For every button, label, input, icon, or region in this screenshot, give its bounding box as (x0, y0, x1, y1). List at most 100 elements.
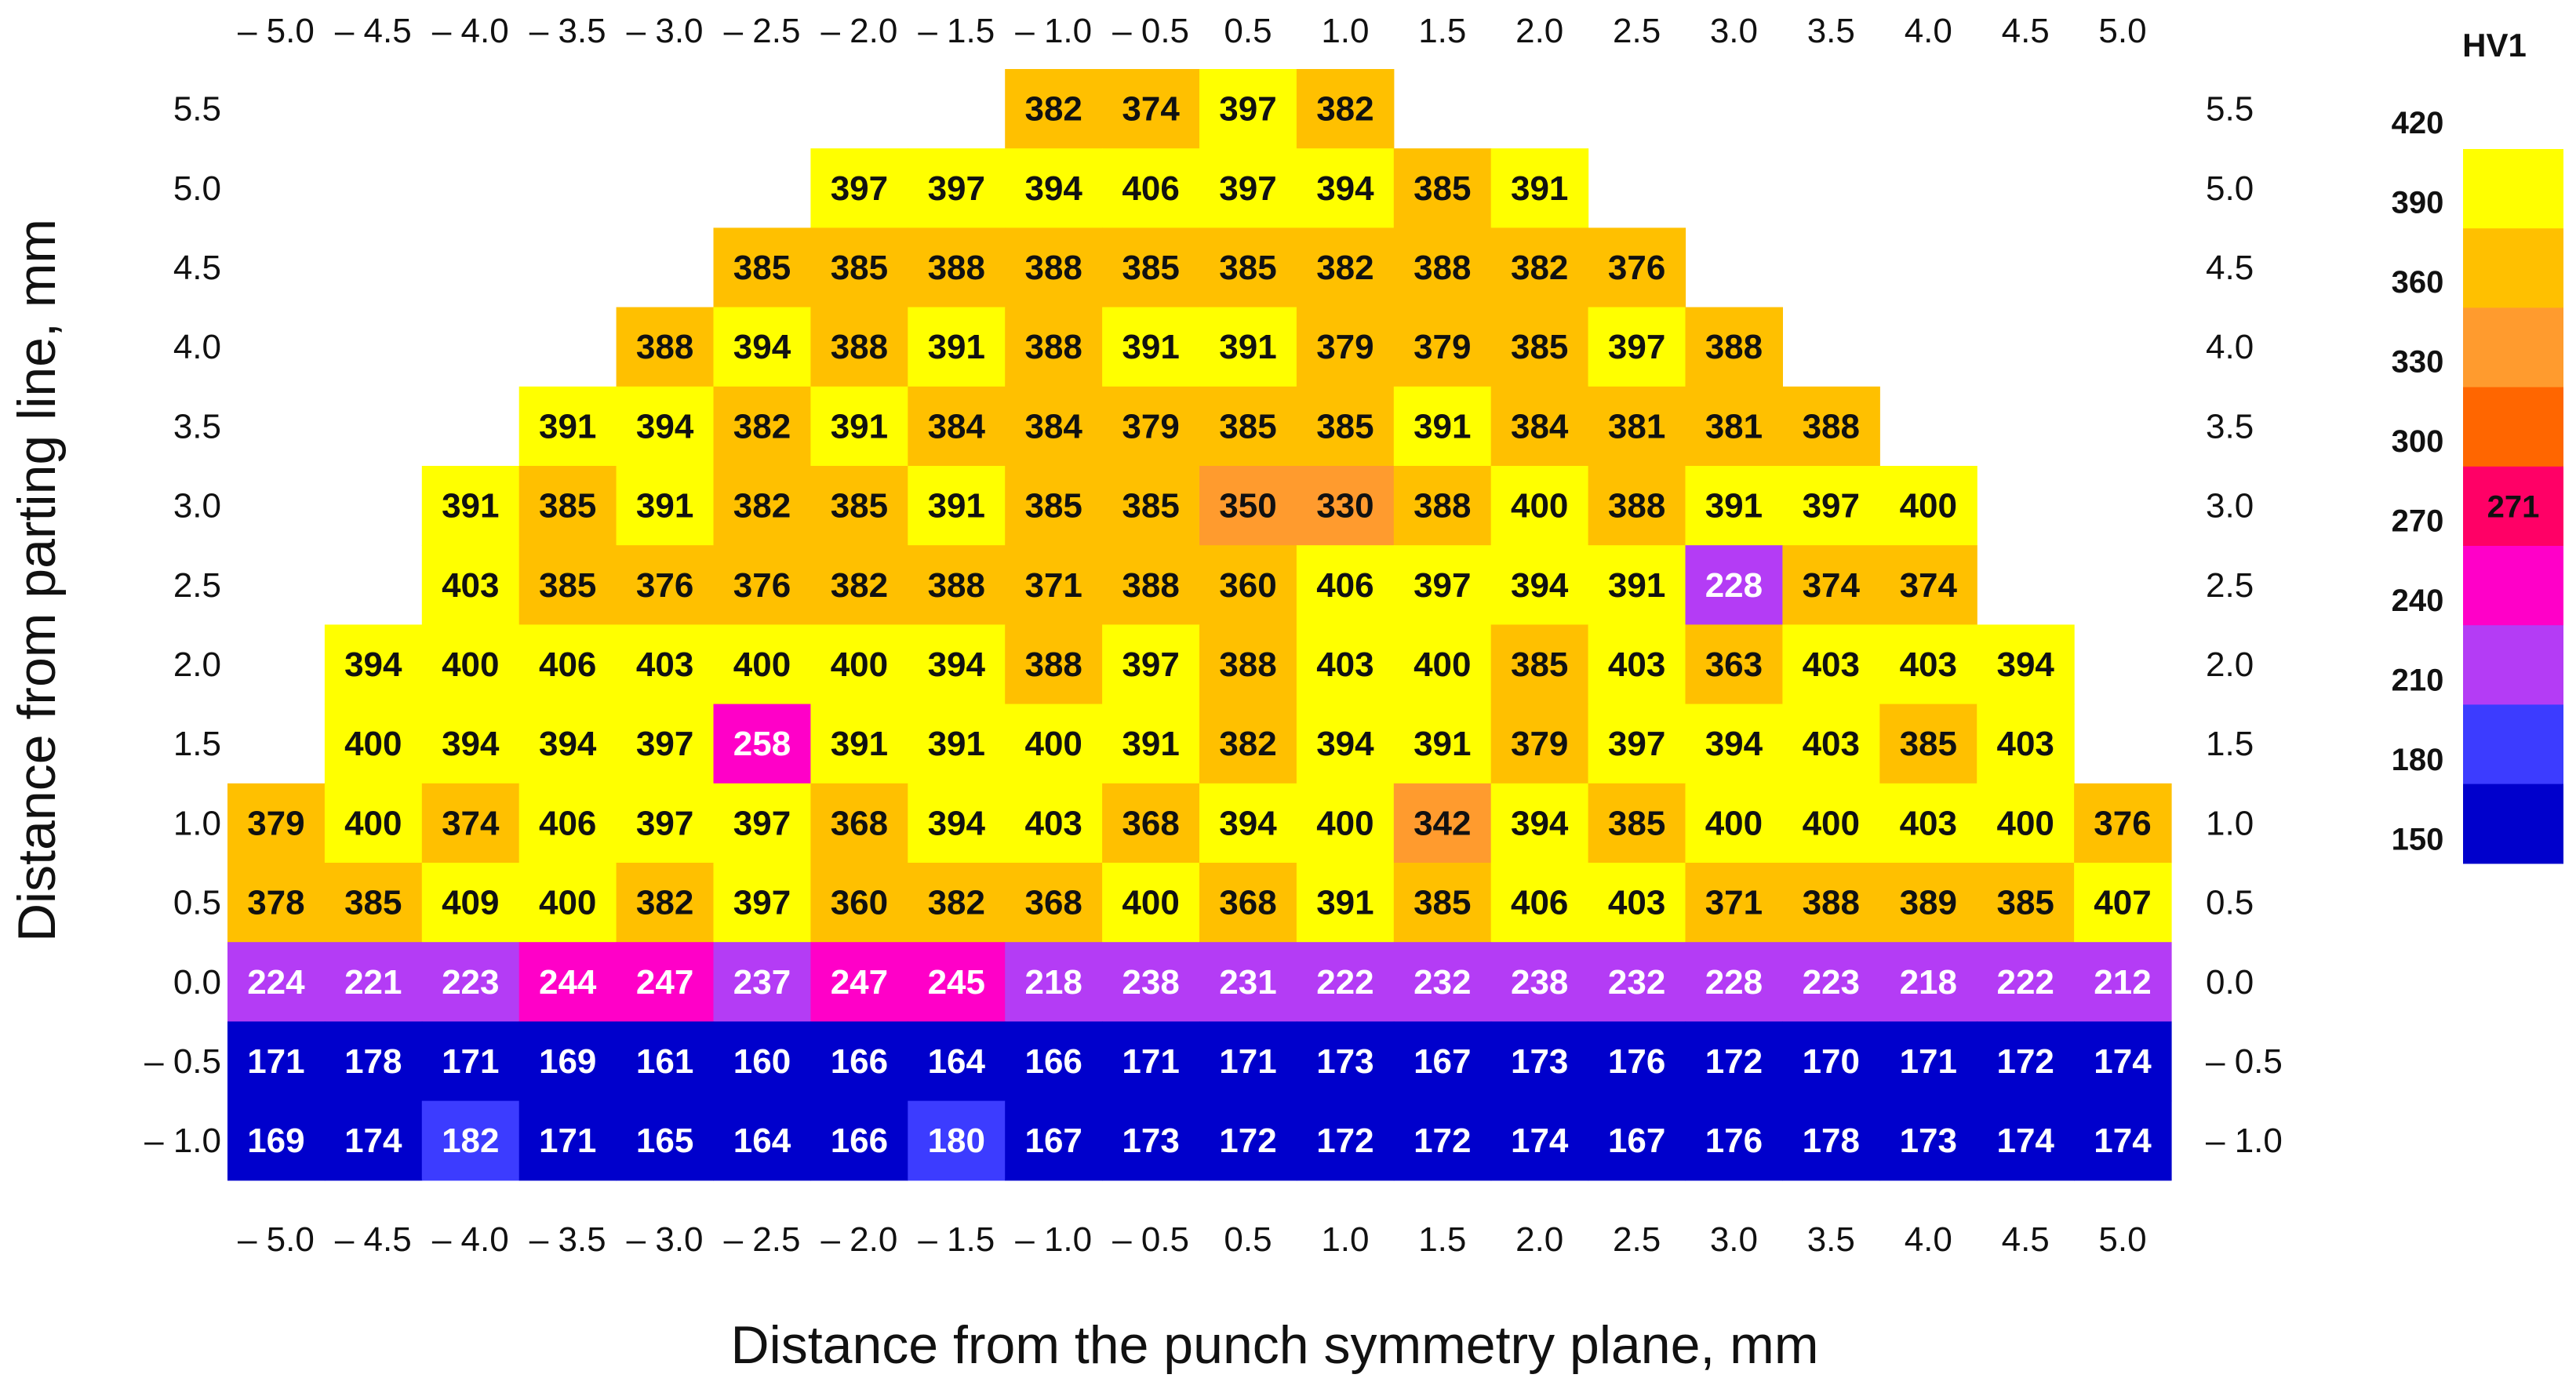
y-tick-label-left: 5.0 (173, 169, 221, 208)
heatmap-cell-label: 368 (1219, 884, 1276, 922)
heatmap-cell (518, 942, 617, 1022)
y-tick-label-left: 3.0 (173, 487, 221, 525)
heatmap-cell-label: 406 (539, 804, 596, 842)
heatmap-cell (1102, 386, 1200, 467)
heatmap-cell-label: 388 (1024, 328, 1082, 366)
colorbar-bin (2463, 546, 2563, 626)
heatmap-cell (713, 386, 811, 467)
heatmap-cell (1685, 942, 1783, 1022)
heatmap-cell-label: 171 (247, 1042, 304, 1081)
y-tick-label-left: 4.0 (173, 328, 221, 366)
heatmap-cell-label: 363 (1705, 645, 1763, 684)
x-axis-ticks-bottom: – 5.0 – 4.5 – 4.0 – 3.5 – 3.0 – 2.5 – 2.0 – 1.5… (238, 1220, 2147, 1259)
heatmap-cell (1588, 545, 1686, 625)
heatmap-cell (810, 307, 908, 387)
heatmap-cell-label: 173 (1122, 1122, 1179, 1160)
heatmap-cell-label: 384 (1024, 407, 1082, 445)
heatmap-cell-label: 403 (442, 566, 499, 605)
y-tick-label-right: 4.5 (2206, 249, 2254, 287)
heatmap-cell (1879, 1021, 1977, 1102)
heatmap-cell-label: 173 (1316, 1042, 1374, 1081)
heatmap-cell (908, 545, 1006, 625)
heatmap-cell-label: 382 (636, 884, 693, 922)
heatmap-cell-label: 403 (1803, 725, 1860, 763)
heatmap-cell (1199, 466, 1297, 546)
heatmap-cell-label: 385 (733, 249, 791, 287)
heatmap-cell-label: 360 (1219, 566, 1276, 605)
heatmap-cell-label: 403 (1803, 645, 1860, 684)
heatmap-cell-label: 247 (636, 963, 693, 1002)
heatmap-cell-label: 394 (636, 407, 694, 445)
colorbar-bin (2463, 149, 2563, 229)
heatmap-cell-label: 394 (733, 328, 791, 366)
heatmap-cell (1977, 1021, 2075, 1102)
heatmap-cell (1977, 863, 2075, 943)
x-tick-label-bottom: – 4.5 (335, 1220, 412, 1259)
heatmap-cell-label: 231 (1219, 963, 1276, 1002)
heatmap-cell-label: 178 (1803, 1122, 1860, 1160)
heatmap-cell-label: 371 (1705, 884, 1763, 922)
heatmap-cell-label: 397 (733, 884, 791, 922)
heatmap-cell-label: 388 (831, 328, 888, 366)
heatmap-cell (324, 704, 423, 784)
y-tick-label-left: 3.5 (173, 407, 221, 445)
heatmap-cell (713, 545, 811, 625)
x-tick-label-bottom: 2.5 (1613, 1220, 1661, 1259)
heatmap-cell-label: 391 (1219, 328, 1276, 366)
heatmap-cell (227, 863, 326, 943)
colorbar-bin (2463, 307, 2563, 388)
x-tick-label-top: 4.0 (1905, 12, 1952, 50)
x-tick-label-bottom: – 2.0 (820, 1220, 897, 1259)
heatmap-cell-label: 388 (1122, 566, 1179, 605)
heatmap-cell-label: 382 (1024, 90, 1082, 129)
heatmap-cell (1005, 466, 1103, 546)
y-tick-label-right: 2.5 (2206, 566, 2254, 605)
heatmap-cell (1685, 704, 1783, 784)
heatmap-cell-label: 394 (442, 725, 500, 763)
heatmap-cell (1102, 783, 1200, 864)
heatmap-cell-label: 397 (1219, 169, 1276, 208)
heatmap-cell-label: 394 (1996, 645, 2054, 684)
heatmap-cell-label: 388 (636, 328, 693, 366)
heatmap-cell (421, 704, 520, 784)
x-axis-ticks-top: – 5.0 – 4.5 – 4.0 – 3.5 – 3.0 – 2.5 – 2.0 – 1.5… (238, 12, 2147, 50)
heatmap-cell-label: 397 (733, 804, 791, 842)
heatmap-cell-label: 394 (1511, 566, 1569, 605)
heatmap-cell (713, 942, 811, 1022)
heatmap-cell-label: 397 (1608, 725, 1665, 763)
heatmap-cell (1296, 386, 1395, 467)
heatmap-cell-label: 368 (1122, 804, 1179, 842)
x-tick-label-top: – 4.5 (335, 12, 412, 50)
heatmap-cell-label: 176 (1705, 1122, 1763, 1160)
heatmap-cell (324, 624, 423, 705)
heatmap-cell (1490, 783, 1589, 864)
heatmap-cell (713, 863, 811, 943)
heatmap-cell-label: 397 (831, 169, 888, 208)
heatmap-cell (1685, 1100, 1783, 1181)
y-axis-title: Distance from parting line, mm (7, 219, 67, 942)
heatmap-cell (1588, 227, 1686, 308)
x-tick-label-bottom: 4.0 (1905, 1220, 1952, 1259)
heatmap-cell-label: 232 (1414, 963, 1471, 1002)
heatmap-cell (1782, 386, 1880, 467)
heatmap-cell (324, 783, 423, 864)
heatmap-cell (810, 704, 908, 784)
heatmap-cell (1393, 942, 1492, 1022)
heatmap-cell-label: 374 (1900, 566, 1958, 605)
heatmap-cell (1005, 545, 1103, 625)
heatmap-cell (518, 545, 617, 625)
colorbar-tick-label: 360 (2392, 265, 2444, 300)
colorbar-bin (2463, 704, 2563, 785)
heatmap-cell-label: 167 (1608, 1122, 1665, 1160)
heatmap-cell (1296, 1021, 1395, 1102)
heatmap-cell (1296, 227, 1395, 308)
heatmap-cell-label: 382 (733, 487, 791, 525)
heatmap-cell (1199, 148, 1297, 228)
heatmap-cell-label: 381 (1608, 407, 1665, 445)
heatmap-cell (1588, 863, 1686, 943)
heatmap-cell-label: 376 (2094, 804, 2151, 842)
heatmap-cell (421, 1021, 520, 1102)
colorbar-tick-label: 150 (2392, 823, 2444, 857)
heatmap-cell-label: 388 (1414, 487, 1471, 525)
heatmap-cell-label: 391 (1414, 725, 1471, 763)
